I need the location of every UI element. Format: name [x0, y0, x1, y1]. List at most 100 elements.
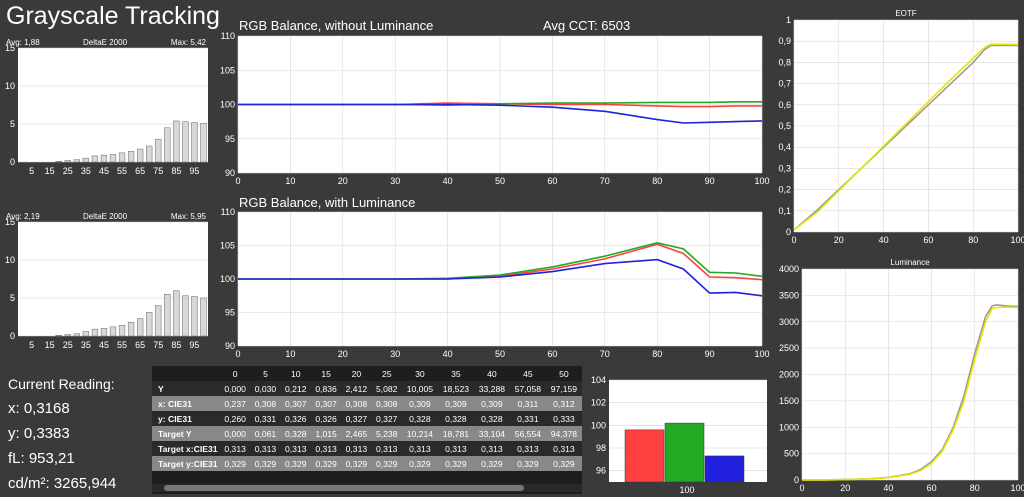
x-tick-label: 20 [338, 349, 348, 359]
bar [100, 154, 108, 163]
x-tick-label: 45 [99, 340, 109, 350]
table-cell: 57,058 [509, 381, 546, 396]
x-tick-label: 30 [390, 349, 400, 359]
table-cell: 0,326 [310, 411, 342, 426]
table-cell: 0,329 [437, 456, 474, 471]
bar [109, 154, 117, 163]
x-tick-label: 0 [235, 176, 240, 186]
table-cell: 0,311 [509, 396, 546, 411]
x-tick-label: 5 [29, 166, 34, 176]
column-header [152, 366, 220, 381]
y-tick-label: 100 [220, 100, 235, 110]
bar-red [624, 429, 665, 483]
y-tick-label: 104 [591, 375, 606, 385]
table-scrollbar[interactable] [152, 484, 582, 492]
table-row: x: CIE31 0,237 0,308 0,307 0,307 0,308 0,308 0,… [152, 396, 582, 411]
bar [191, 122, 198, 163]
table-cell: 0,030 [250, 381, 281, 396]
y-tick-label: 0 [10, 157, 15, 167]
y-tick-label: 5 [10, 119, 15, 129]
y-tick-label: 0 [786, 227, 791, 237]
x-tick-label: 35 [81, 166, 91, 176]
table-cell: 0,333 [545, 411, 582, 426]
x-tick-label: 90 [705, 349, 715, 359]
table-cell: 0,328 [401, 411, 438, 426]
table-cell: 0,326 [280, 411, 311, 426]
bar [127, 151, 135, 163]
bar [91, 328, 99, 337]
table-cell: 18,781 [437, 426, 474, 441]
y-tick-label: 2500 [779, 343, 799, 353]
chart-title: Luminance [890, 258, 930, 267]
x-tick-label: 40 [879, 235, 889, 245]
y-tick-label: 15 [5, 43, 15, 53]
table-cell: 0,328 [280, 426, 311, 441]
table-cell: 0,212 [280, 381, 311, 396]
reading-fl: fL: 953,21 [8, 450, 75, 467]
x-tick-label: 80 [652, 349, 662, 359]
x-tick-label: 20 [840, 483, 850, 493]
table-cell: 0,308 [341, 396, 372, 411]
table-cell: 0,329 [310, 456, 342, 471]
x-tick-label: 80 [970, 483, 980, 493]
avg-cct-label: Avg CCT: 6503 [543, 18, 630, 33]
table-cell: 0,313 [280, 441, 311, 456]
table-cell: 10,214 [401, 426, 438, 441]
bar [191, 296, 198, 337]
chart-title: RGB Balance, with Luminance [239, 195, 415, 210]
column-header: 0 [220, 366, 251, 381]
table-cell: 0,312 [545, 396, 582, 411]
bar [200, 297, 207, 337]
column-header: 5 [250, 366, 281, 381]
bar [164, 293, 171, 337]
x-tick-label: 95 [189, 340, 199, 350]
x-tick-label: 0 [799, 483, 804, 493]
scrollbar-thumb[interactable] [164, 485, 524, 491]
table-cell: 0,329 [341, 456, 372, 471]
bar [200, 122, 207, 163]
table-cell: 18,523 [437, 381, 474, 396]
y-tick-label: 0,5 [778, 121, 791, 131]
y-tick-label: 0,8 [778, 57, 791, 67]
measurement-table-grid: 0 5 10 15 20 25 30 35 40 45 50 Y 0,000 0,030 0,212 0,83… [152, 366, 582, 471]
table-cell: 0,329 [220, 456, 251, 471]
y-tick-label: 95 [225, 308, 235, 318]
y-tick-label: 3000 [779, 317, 799, 327]
table-cell: 0,309 [437, 396, 474, 411]
table-cell: 0,329 [250, 456, 281, 471]
bar [55, 160, 62, 163]
y-tick-label: 5 [10, 293, 15, 303]
y-tick-label: 1000 [779, 422, 799, 432]
x-tick-label: 55 [117, 166, 127, 176]
table-cell: 33,288 [473, 381, 510, 396]
table-cell: 1,015 [310, 426, 342, 441]
bar [82, 331, 90, 337]
column-header: 15 [310, 366, 342, 381]
table-cell: 0,329 [545, 456, 582, 471]
x-tick-label: 60 [547, 349, 557, 359]
x-tick-label: 75 [153, 166, 163, 176]
table-cell: 0,329 [473, 456, 510, 471]
table-cell: 0,000 [220, 426, 251, 441]
table-cell: 0,000 [220, 381, 251, 396]
x-tick-label: 65 [135, 340, 145, 350]
table-row: Target Y 0,000 0,061 0,328 1,015 2,465 5,238 10… [152, 426, 582, 441]
x-tick-label: 50 [495, 176, 505, 186]
column-header: 35 [437, 366, 474, 381]
column-header: 10 [280, 366, 311, 381]
table-cell: 0,836 [310, 381, 342, 396]
table-cell: 0,313 [509, 441, 546, 456]
y-tick-label: 0,6 [778, 100, 791, 110]
table-cell: 0,313 [341, 441, 372, 456]
row-label: y: CIE31 [152, 411, 220, 426]
table-header-row: 0 5 10 15 20 25 30 35 40 45 50 [152, 366, 582, 381]
table-cell: 0,331 [250, 411, 281, 426]
table-cell: 0,309 [401, 396, 438, 411]
x-tick-label: 80 [652, 176, 662, 186]
bar [146, 145, 153, 163]
bar [91, 155, 99, 163]
bar [182, 295, 189, 337]
bar [64, 160, 71, 163]
table-cell: 0,260 [220, 411, 251, 426]
measurement-table: 0 5 10 15 20 25 30 35 40 45 50 Y 0,000 0,030 0,212 0,83… [152, 366, 582, 494]
